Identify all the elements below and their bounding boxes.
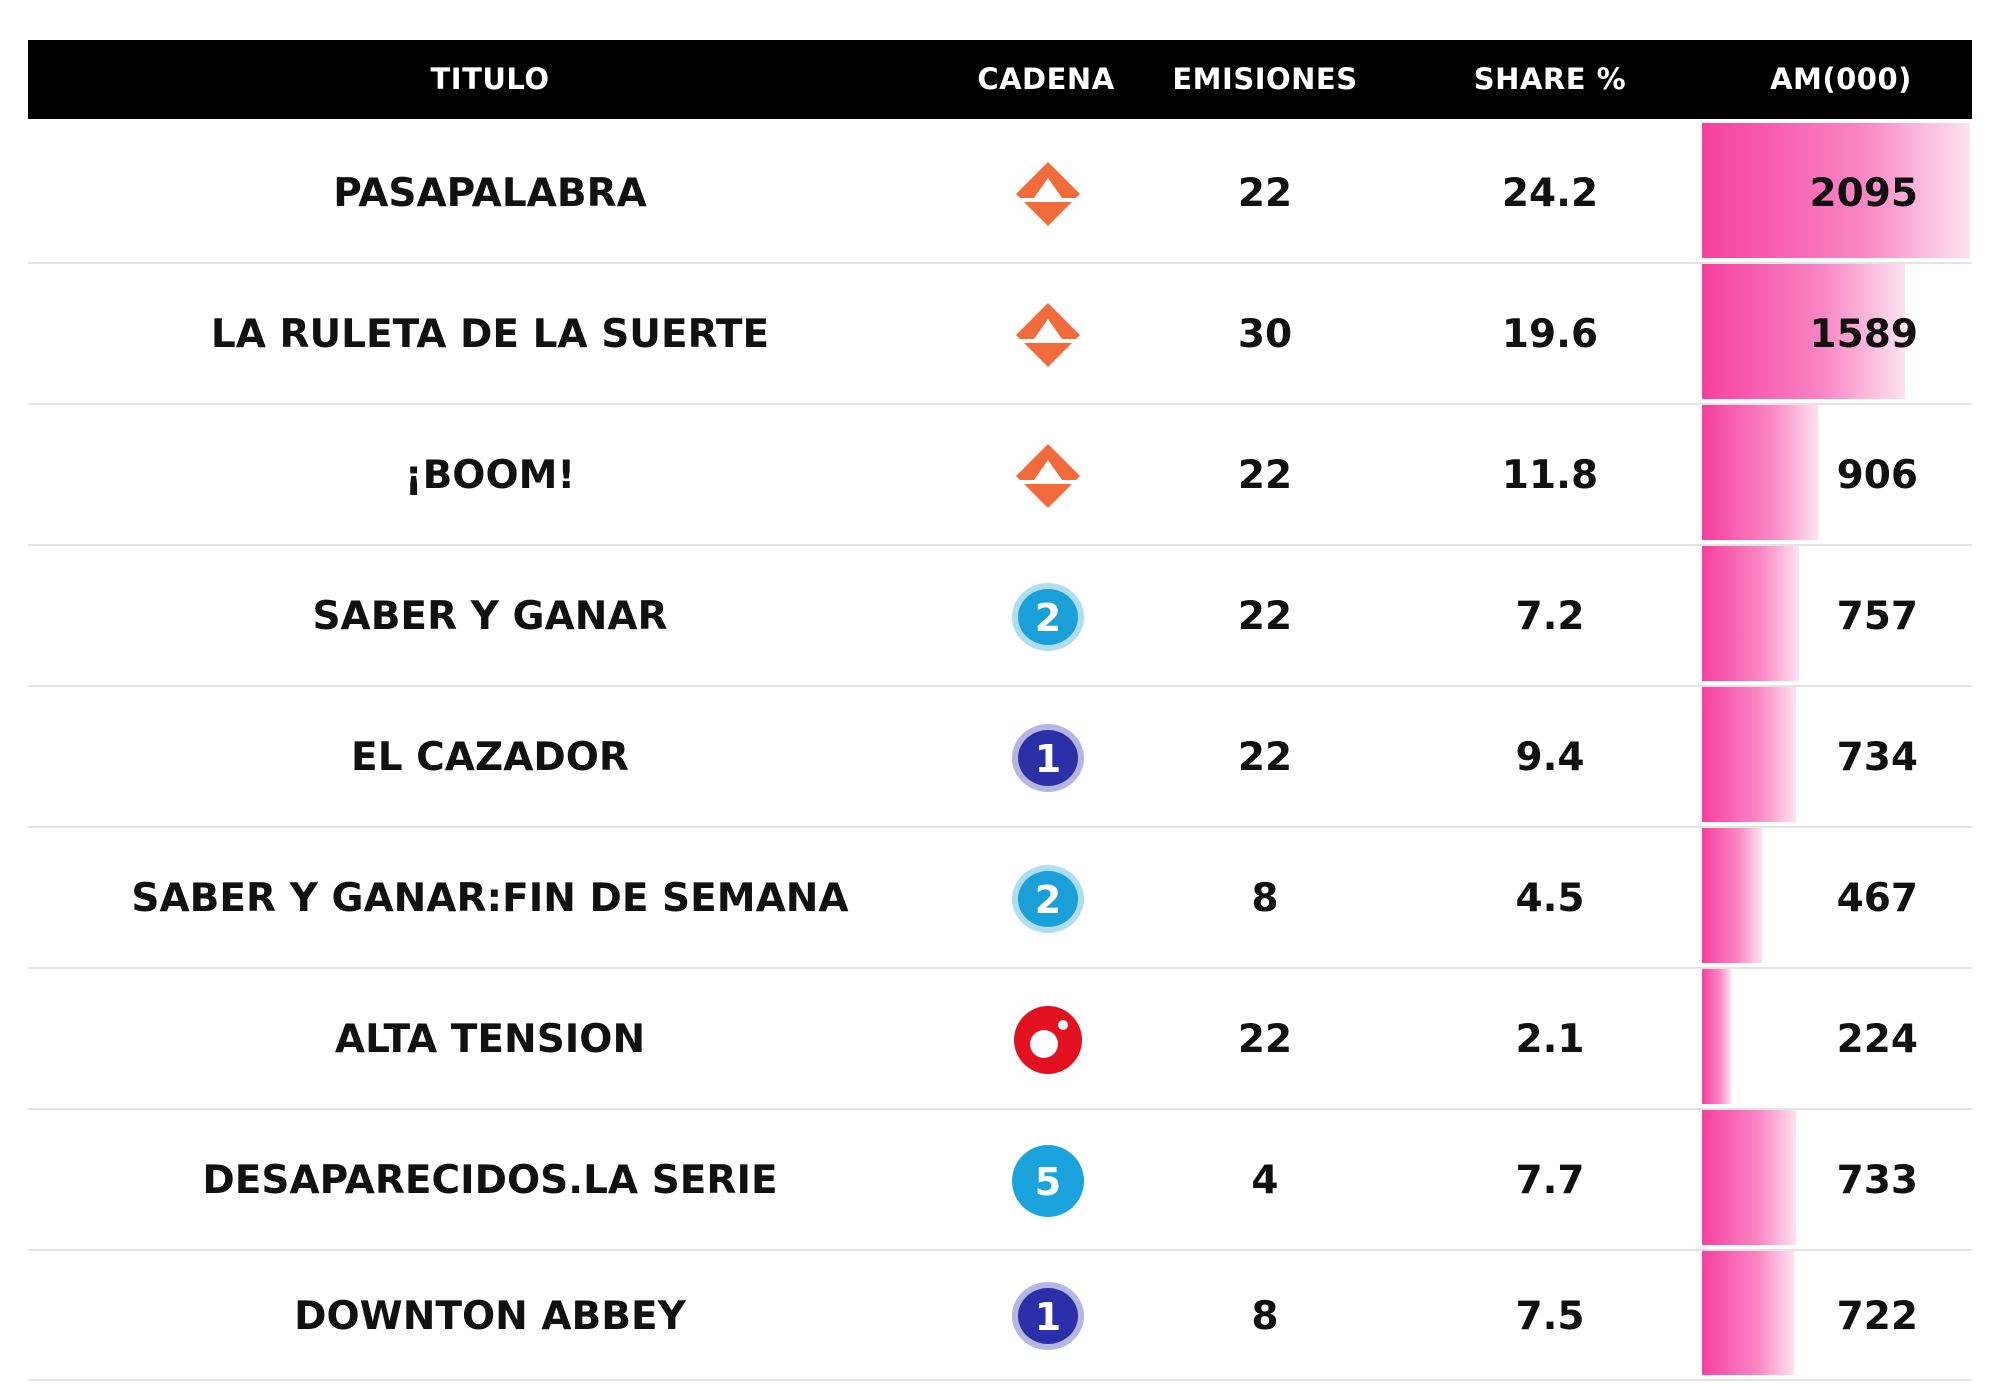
column-header-am: AM(000) (1770, 62, 1912, 96)
column-header-share: SHARE % (1473, 62, 1627, 96)
la1-icon: 1 (998, 1251, 1098, 1381)
cell-am: 224 (1836, 1017, 1918, 1062)
cell-am: 757 (1836, 594, 1918, 639)
column-header-cadena: CADENA (977, 62, 1115, 96)
cell-am: 467 (1836, 876, 1918, 921)
am-bar (1702, 1110, 1796, 1245)
cell-titulo: EL CAZADOR (351, 735, 629, 780)
cell-am: 906 (1836, 453, 1918, 498)
svg-text:1: 1 (1035, 737, 1061, 781)
table-row: ALTA TENSION 22 2.1 224 (28, 969, 1972, 1110)
row-divider (28, 1379, 1972, 1381)
la2-icon: 2 (998, 546, 1098, 687)
cell-share: 2.1 (1515, 1017, 1585, 1062)
table-row: SABER Y GANAR 2 22 7.2 757 (28, 546, 1972, 687)
svg-text:2: 2 (1035, 596, 1061, 640)
table-header: TITULO CADENA EMISIONES SHARE % AM(000) (28, 40, 1972, 119)
cell-emisiones: 22 (1237, 735, 1293, 780)
column-header-emisiones: EMISIONES (1172, 62, 1358, 96)
cell-share: 19.6 (1501, 312, 1599, 357)
cell-titulo: ¡BOOM! (404, 453, 576, 498)
table-row: PASAPALABRA 22 24.2 2095 (28, 123, 1972, 264)
table-row: LA RULETA DE LA SUERTE 30 19.6 1589 (28, 264, 1972, 405)
cell-share: 4.5 (1515, 876, 1585, 921)
table-row: SABER Y GANAR:FIN DE SEMANA 2 8 4.5 467 (28, 828, 1972, 969)
cell-am: 1589 (1809, 312, 1918, 357)
am-bar (1702, 264, 1905, 399)
table-row: EL CAZADOR 1 22 9.4 734 (28, 687, 1972, 828)
cell-titulo: SABER Y GANAR (312, 594, 668, 639)
am-bar (1702, 405, 1818, 540)
cell-share: 7.7 (1515, 1158, 1585, 1203)
cell-emisiones: 4 (1251, 1158, 1279, 1203)
row-divider (28, 262, 1972, 264)
row-divider (28, 544, 1972, 546)
column-header-titulo: TITULO (430, 62, 550, 96)
cell-titulo: DESAPARECIDOS.LA SERIE (202, 1158, 778, 1203)
telecinco-icon: 5 (998, 1110, 1098, 1251)
svg-text:1: 1 (1035, 1295, 1061, 1339)
am-bar (1702, 828, 1762, 963)
cell-am: 734 (1836, 735, 1918, 780)
cell-titulo: PASAPALABRA (333, 171, 647, 216)
am-bar (1702, 546, 1799, 681)
cell-share: 9.4 (1515, 735, 1585, 780)
table-row: DESAPARECIDOS.LA SERIE 5 4 7.7 733 (28, 1110, 1972, 1251)
cell-emisiones: 22 (1237, 1017, 1293, 1062)
am-bar (1702, 687, 1796, 822)
cell-titulo: SABER Y GANAR:FIN DE SEMANA (131, 876, 849, 921)
svg-text:5: 5 (1035, 1160, 1061, 1204)
cell-am: 722 (1836, 1293, 1918, 1339)
row-divider (28, 403, 1972, 405)
cell-am: 733 (1836, 1158, 1918, 1203)
la2-icon: 2 (998, 828, 1098, 969)
cell-titulo: ALTA TENSION (334, 1017, 646, 1062)
row-divider (28, 826, 1972, 828)
cell-share: 24.2 (1501, 171, 1599, 216)
cell-share: 11.8 (1501, 453, 1599, 498)
antena3-icon (998, 123, 1098, 264)
cell-emisiones: 30 (1237, 312, 1293, 357)
am-bar (1702, 123, 1970, 258)
table-row: DOWNTON ABBEY 1 8 7.5 722 (28, 1251, 1972, 1381)
cell-emisiones: 22 (1237, 453, 1293, 498)
row-divider (28, 685, 1972, 687)
antena3-icon (998, 405, 1098, 546)
row-divider (28, 1249, 1972, 1251)
cell-share: 7.5 (1515, 1293, 1585, 1339)
cell-emisiones: 22 (1237, 171, 1293, 216)
antena3-icon (998, 264, 1098, 405)
svg-text:2: 2 (1035, 878, 1061, 922)
cell-emisiones: 22 (1237, 594, 1293, 639)
row-divider (28, 1108, 1972, 1110)
cell-share: 7.2 (1515, 594, 1585, 639)
am-bar (1702, 969, 1731, 1104)
cell-titulo: LA RULETA DE LA SUERTE (210, 312, 770, 357)
cuatro-icon (998, 969, 1098, 1110)
cell-emisiones: 8 (1251, 1293, 1279, 1339)
cell-titulo: DOWNTON ABBEY (294, 1293, 686, 1339)
am-bar (1702, 1251, 1794, 1375)
row-divider (28, 967, 1972, 969)
cell-am: 2095 (1809, 171, 1918, 216)
cell-emisiones: 8 (1251, 876, 1279, 921)
table-row: ¡BOOM! 22 11.8 906 (28, 405, 1972, 546)
la1-icon: 1 (998, 687, 1098, 828)
